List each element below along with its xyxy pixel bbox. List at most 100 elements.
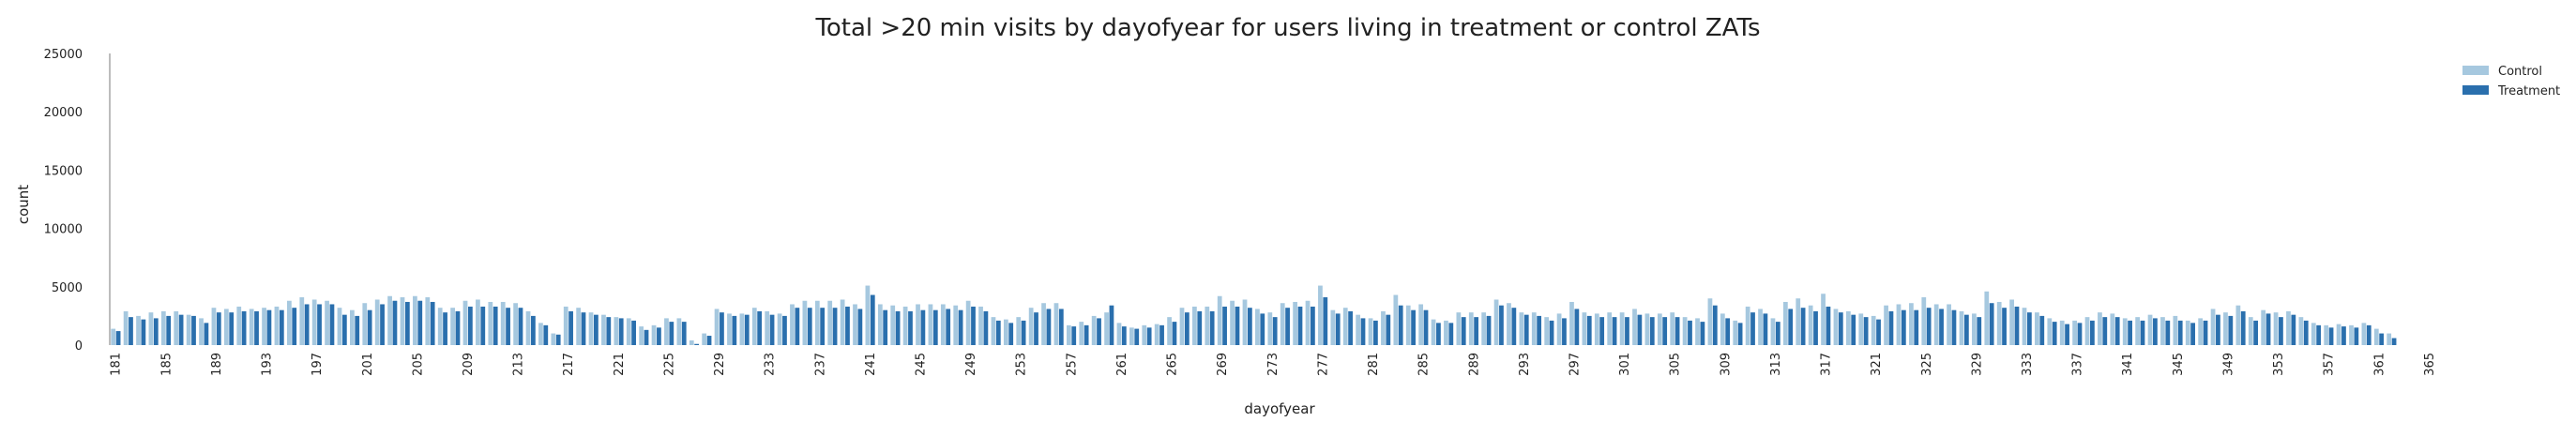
bar-control	[1959, 310, 1964, 345]
bar-treatment	[1499, 305, 1504, 345]
bar-treatment	[1826, 306, 1831, 345]
bar-treatment	[1398, 305, 1403, 345]
bar-treatment	[1951, 309, 1957, 345]
bar-treatment	[2014, 306, 2020, 345]
x-tick-label: 233	[764, 353, 778, 376]
bar-treatment	[455, 310, 461, 345]
bar-treatment	[1373, 320, 1378, 345]
bar-treatment	[2114, 317, 2120, 345]
bar-treatment	[2102, 317, 2108, 345]
bar-treatment	[1725, 318, 1731, 345]
bar-treatment	[229, 312, 235, 345]
bar-control	[928, 304, 933, 345]
bar-control	[1519, 312, 1524, 345]
bar-treatment	[1247, 308, 1252, 345]
bar-control	[1016, 317, 1022, 345]
bar-treatment	[657, 327, 661, 345]
bar-control	[462, 300, 468, 345]
bar-control	[588, 312, 594, 345]
bar-control	[186, 314, 191, 345]
bar-control	[2185, 320, 2190, 345]
bar-treatment	[757, 310, 763, 345]
y-tick-label: 0	[75, 339, 83, 354]
legend-label-treatment: Treatment	[2497, 84, 2560, 98]
bar-treatment	[506, 308, 510, 345]
bar-control	[437, 308, 443, 345]
bar-treatment	[2316, 324, 2322, 345]
bar-control	[2173, 315, 2178, 345]
bar-control	[676, 318, 682, 345]
bar-treatment	[1235, 306, 1240, 345]
bar-treatment	[568, 310, 573, 345]
bar-treatment	[2090, 320, 2095, 345]
bar-control	[978, 306, 983, 345]
bar-control	[362, 303, 368, 345]
x-tick-label: 305	[1669, 353, 1683, 376]
bar-control	[1431, 319, 1436, 345]
x-tick-label: 237	[813, 353, 827, 376]
x-tick-label: 257	[1065, 353, 1079, 376]
bar-treatment	[908, 310, 913, 345]
bar-control	[1418, 304, 1424, 345]
bar-treatment	[1612, 317, 1617, 345]
bar-treatment	[1222, 306, 1227, 345]
bar-treatment	[1097, 318, 1101, 345]
bar-control	[337, 308, 342, 345]
bar-treatment	[644, 329, 649, 345]
bar-control	[1933, 304, 1939, 345]
bar-treatment	[2065, 324, 2069, 345]
bar-control	[1003, 319, 1008, 345]
bar-control	[916, 304, 920, 345]
bar-control	[1871, 315, 1876, 345]
bar-treatment	[1863, 317, 1869, 345]
bar-control	[2160, 317, 2165, 345]
bar-control	[1619, 312, 1625, 345]
bar-treatment	[870, 294, 875, 345]
bar-control	[890, 305, 896, 345]
bar-treatment	[166, 315, 172, 345]
bar-control	[1405, 305, 1411, 345]
bar-control	[1670, 312, 1675, 345]
x-tick-label: 301	[1618, 353, 1632, 376]
bar-control	[1733, 320, 1738, 345]
bar-treatment	[341, 314, 347, 345]
bar-treatment	[1939, 309, 1944, 345]
bar-control	[2122, 318, 2128, 345]
bar-treatment	[543, 324, 549, 345]
bar-treatment	[1436, 323, 1441, 345]
x-tick-label: 297	[1568, 353, 1582, 376]
bar-treatment	[1562, 318, 1567, 345]
bar-treatment	[1272, 317, 1278, 345]
bar-treatment	[392, 300, 398, 345]
bar-control	[1996, 301, 2002, 345]
legend-swatch-treatment	[2462, 85, 2489, 95]
bar-control	[1342, 308, 1348, 345]
bar-treatment	[971, 306, 976, 345]
bar-control	[1104, 312, 1109, 345]
bar-control	[2286, 310, 2291, 345]
bar-control	[236, 306, 242, 345]
bar-control	[1884, 305, 1888, 345]
legend-swatch-control	[2462, 66, 2489, 75]
bar-treatment	[1688, 320, 1692, 345]
bar-control	[1217, 295, 1222, 345]
x-tick-label: 325	[1920, 353, 1934, 376]
bar-control	[1582, 312, 1587, 345]
x-tick-label: 193	[261, 353, 275, 376]
bar-control	[1984, 291, 1990, 345]
bar-control	[174, 310, 179, 345]
x-tick-label: 181	[110, 353, 124, 376]
bar-treatment	[555, 334, 561, 345]
bar-control	[2047, 318, 2053, 345]
x-tick-label: 205	[411, 353, 425, 376]
bar-treatment	[1058, 309, 1064, 345]
bar-control	[991, 317, 996, 345]
bar-treatment	[631, 320, 636, 345]
bar-control	[2210, 309, 2216, 345]
bar-treatment	[1649, 317, 1655, 345]
bar-treatment	[1851, 314, 1856, 345]
bar-control	[2059, 320, 2065, 345]
bar-control	[262, 308, 266, 345]
bar-treatment	[1008, 323, 1014, 345]
bar-treatment	[1876, 319, 1881, 345]
